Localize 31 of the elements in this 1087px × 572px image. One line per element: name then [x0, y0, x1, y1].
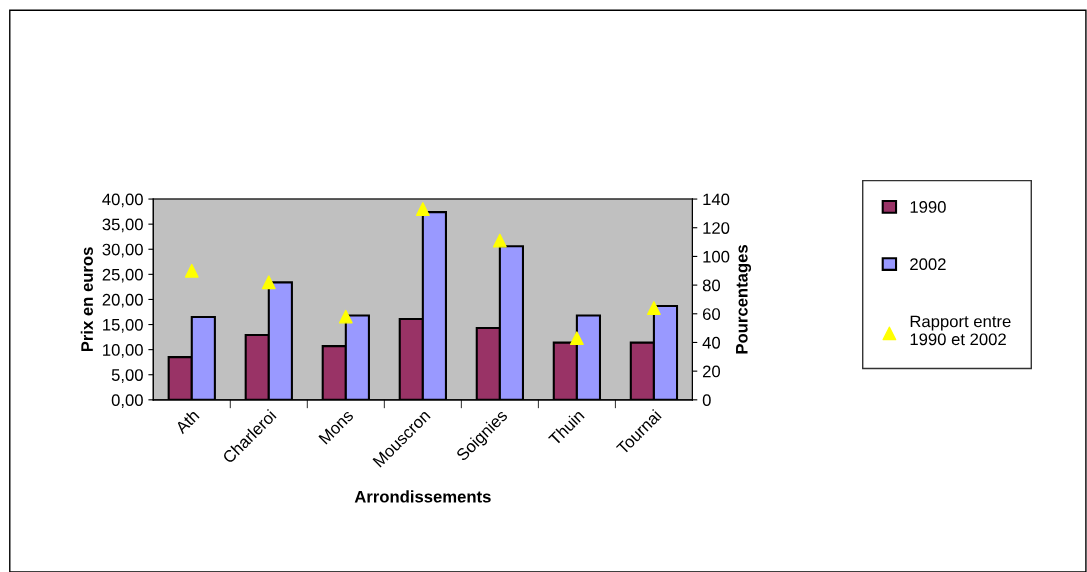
y-tick-label: 5,00 — [111, 369, 143, 383]
y-tick-label: 20,00 — [102, 293, 143, 308]
y2-tick-label: 60 — [702, 308, 721, 320]
y-tick-label: 35,00 — [102, 218, 143, 233]
point — [647, 301, 661, 315]
y-tick-label: 10,00 — [103, 344, 143, 358]
y-tick-label: 40,00 — [102, 193, 143, 208]
point — [338, 309, 353, 324]
y2-tick-label: 80 — [702, 279, 721, 292]
y2-tick-label: 140 — [703, 193, 730, 206]
point — [261, 275, 276, 290]
legend-label: 1990 — [910, 201, 946, 213]
y-tick-label: 15,00 — [103, 318, 143, 333]
y-tick-label: 25,00 — [102, 268, 143, 283]
x-tick-label: Ath — [174, 408, 200, 435]
y2-tick-label: 100 — [703, 250, 730, 263]
point — [415, 202, 430, 217]
y2-tick-label: 120 — [703, 222, 730, 234]
point — [569, 331, 584, 346]
y-axis-title: Prix en euros — [80, 247, 93, 352]
legend-label: Rapport entre 1990 et 2002 — [910, 315, 1011, 346]
y2-tick-label: 0 — [702, 394, 711, 407]
y2-axis-title: Pourcentages — [736, 245, 752, 354]
legend-label: 2002 — [910, 258, 946, 271]
y-tick-label: 30,00 — [102, 243, 143, 258]
y-tick-label: 0,00 — [111, 394, 143, 408]
y2-tick-label: 40 — [702, 336, 721, 349]
y2-tick-label: 20 — [702, 365, 721, 378]
point — [184, 263, 199, 278]
point — [492, 233, 507, 248]
x-axis-title: Arrondissements — [354, 490, 491, 503]
